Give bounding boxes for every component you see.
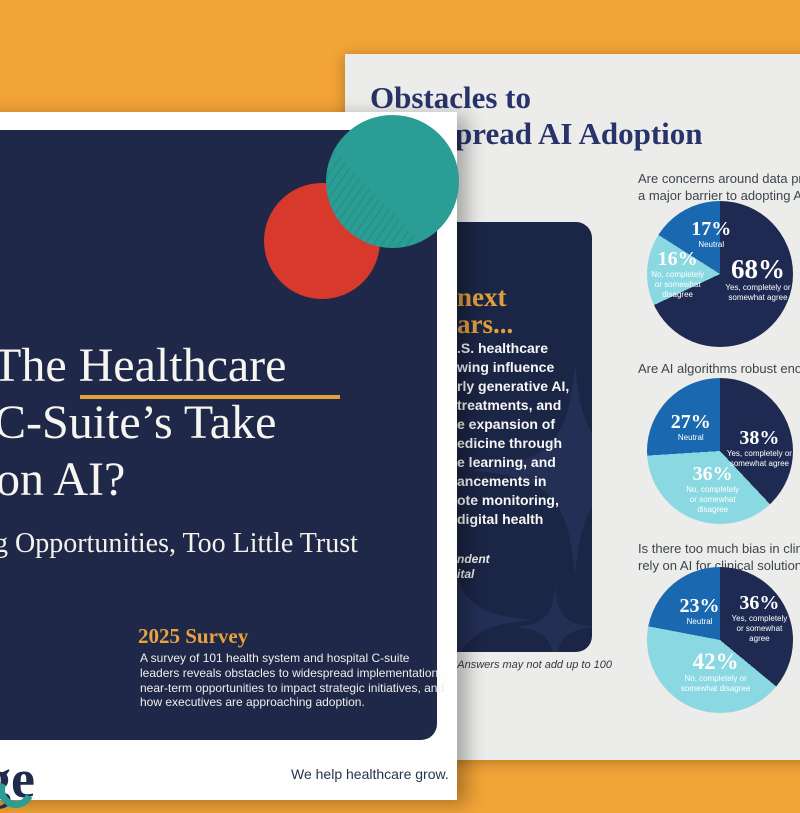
sparkle-icon — [437, 535, 535, 652]
survey-question-line: a major barrier to adopting AI solutions… — [638, 188, 800, 203]
slice-percent: 68% — [730, 254, 785, 285]
survey-question-line: Is there too much bias in clinical data … — [638, 541, 800, 556]
survey-description-line: how executives are approaching adoption. — [140, 695, 365, 710]
survey-description-line: A survey of 101 health system and hospit… — [140, 651, 410, 665]
slice-caption-line: No, completely or — [684, 674, 747, 684]
sparkle-icon — [513, 585, 592, 652]
slice-caption-line: Neutral — [677, 432, 704, 442]
slice-label: 23% Neutral — [680, 596, 720, 627]
slice-caption-line: agree — [749, 634, 770, 644]
slice-percent: 42% — [692, 649, 739, 675]
panel-body-line: wing influence — [457, 359, 555, 375]
pie-chart-data-privacy: 68% Yes, completely or somewhat agree 16… — [647, 201, 793, 347]
slice-percent: 36% — [692, 463, 733, 486]
slice-percent: 36% — [739, 592, 780, 615]
slice-caption-line: No, completely — [651, 270, 705, 280]
panel-body-line: .S. healthcare — [457, 340, 549, 356]
slice-caption-line: Yes, completely or — [725, 283, 791, 293]
infographic-title-line: pread AI Adoption — [455, 116, 703, 151]
chart-footnote: *Answers may not add up to 100 — [453, 659, 612, 671]
cover-title-line: C-Suite’s Take — [0, 396, 277, 449]
slice-label: 36% No, completely or somewhat disagree — [686, 464, 739, 515]
slice-label: 42% No, completely or somewhat disagree — [681, 650, 750, 694]
survey-question-line: Are concerns around data privacy and se — [638, 171, 800, 186]
title-underline — [80, 395, 340, 399]
survey-label: 2025 Survey — [138, 624, 249, 648]
sparkle-icon — [467, 362, 592, 578]
slice-caption-line: somewhat agree — [728, 293, 788, 303]
panel-body-line: treatments, and — [457, 397, 562, 413]
slice-caption-line: somewhat disagree — [680, 684, 751, 694]
survey-question: Are concerns around data privacy and se … — [638, 170, 800, 204]
slice-label: 68% Yes, completely or somewhat agree — [725, 255, 790, 303]
infographic-page: Obstacles to pread AI Adoption next ars.… — [345, 54, 800, 760]
pie-chart-clinical-bias: 36% Yes, completely or somewhat agree 42… — [647, 567, 793, 713]
slice-caption-line: Neutral — [686, 617, 713, 627]
slice-caption-line: or somewhat — [654, 280, 701, 290]
footer-tagline: We help healthcare grow. — [291, 766, 449, 782]
slice-caption-line: disagree — [697, 505, 729, 515]
panel-body-line: digital health — [457, 511, 544, 527]
survey-question-line: rely on AI for clinical solutions?* — [638, 558, 800, 573]
panel-body-line: ancements in — [457, 473, 547, 489]
slice-label: 38% Yes, completely or somewhat agree — [726, 426, 792, 469]
panel-attribution-line: ital — [457, 567, 475, 581]
slice-percent: 23% — [679, 595, 720, 618]
slice-caption-line: somewhat agree — [729, 458, 789, 468]
panel-body-line: edicine through — [457, 435, 562, 451]
cover-title-line: The Healthcare — [0, 339, 287, 392]
slice-percent: 16% — [657, 248, 698, 271]
pie-chart-algorithm-robustness: 38% Yes, completely or somewhat agree 36… — [647, 378, 793, 524]
cover-title-line: on AI? — [0, 453, 126, 506]
slice-caption-line: or somewhat — [689, 495, 736, 505]
panel-body-line: ote monitoring, — [457, 492, 559, 508]
slice-label: 17% Neutral — [691, 217, 732, 250]
survey-description: A survey of 101 health system and hospit… — [140, 651, 444, 710]
panel-heading-line: ars... — [457, 309, 514, 339]
slice-label: 16% No, completely or somewhat disagree — [651, 249, 704, 300]
company-logo: ge — [0, 749, 35, 809]
panel-body: .S. healthcare wing influence rly genera… — [457, 339, 569, 529]
slice-percent: 27% — [670, 410, 711, 433]
panel-attribution-line: ndent — [457, 552, 490, 566]
survey-question: Is there too much bias in clinical data … — [638, 540, 800, 574]
slice-percent: 17% — [691, 217, 732, 240]
slice-percent: 38% — [739, 426, 780, 449]
survey-description-line: near-term opportunities to impact strate… — [140, 680, 445, 695]
slice-caption-line: No, completely — [686, 485, 740, 495]
cover-subtitle: g Opportunities, Too Little Trust — [0, 528, 358, 559]
slice-caption-line: Yes, completely or — [726, 448, 792, 458]
panel-attribution: ndent ital — [457, 552, 490, 582]
slice-caption-line: disagree — [662, 290, 693, 300]
panel-body-line: e expansion of — [457, 416, 556, 432]
slice-label: 36% Yes, completely or somewhat agree — [732, 593, 788, 644]
slice-caption-line: Yes, completely — [731, 614, 788, 624]
panel-body-line: rly generative AI, — [457, 378, 570, 394]
insight-panel: next ars... .S. healthcare wing influenc… — [437, 222, 592, 652]
slice-label: 27% Neutral — [670, 410, 711, 443]
survey-question-line: Are AI algorithms robust enough to rely … — [638, 361, 800, 376]
survey-description-line: leaders reveals obstacles to widespread … — [140, 665, 442, 680]
panel-heading-line: next — [457, 282, 507, 312]
survey-question: Are AI algorithms robust enough to rely … — [638, 360, 800, 377]
panel-body-line: e learning, and — [457, 454, 556, 470]
infographic-title-line: Obstacles to — [370, 80, 532, 115]
teal-circle-decoration — [326, 115, 459, 248]
slice-caption-line: Neutral — [698, 239, 725, 249]
slice-caption-line: or somewhat — [736, 624, 783, 634]
